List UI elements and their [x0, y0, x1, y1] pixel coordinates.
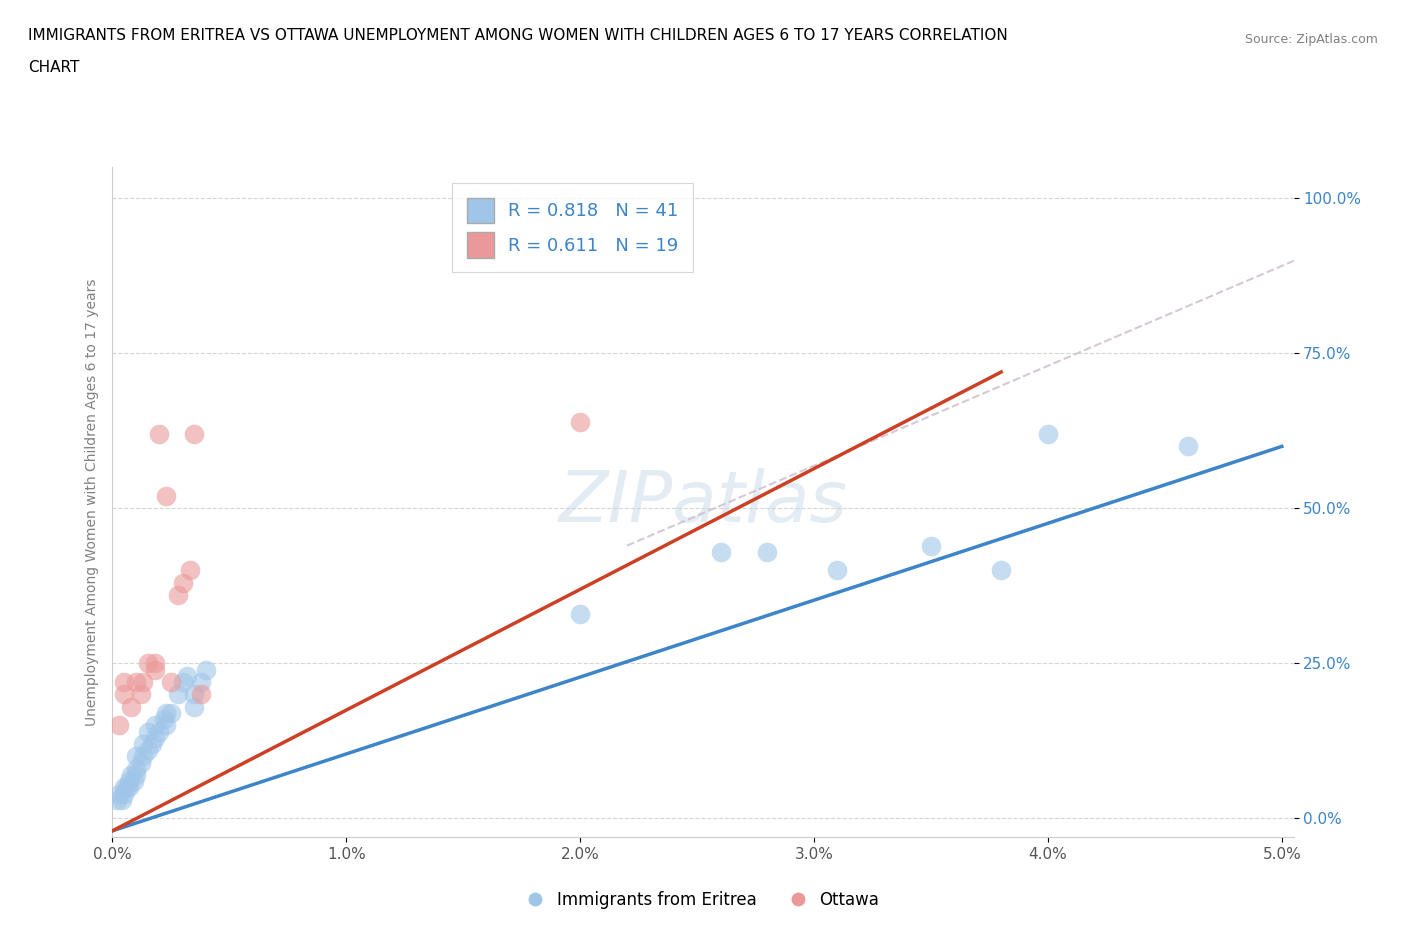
Point: [112, 780, 135, 795]
Point: [108, 718, 131, 733]
Point: [1177, 439, 1199, 454]
Point: [183, 427, 205, 442]
Point: [112, 786, 135, 801]
Point: [111, 792, 134, 807]
Point: [827, 563, 849, 578]
Point: [112, 687, 135, 702]
Point: [136, 724, 159, 739]
Point: [190, 687, 212, 702]
Point: [155, 488, 177, 503]
Legend: Immigrants from Eritrea, Ottawa: Immigrants from Eritrea, Ottawa: [520, 884, 886, 916]
Point: [132, 749, 155, 764]
Text: IMMIGRANTS FROM ERITREA VS OTTAWA UNEMPLOYMENT AMONG WOMEN WITH CHILDREN AGES 6 : IMMIGRANTS FROM ERITREA VS OTTAWA UNEMPL…: [28, 28, 1008, 43]
Point: [569, 606, 592, 621]
Point: [143, 718, 166, 733]
Point: [920, 538, 942, 553]
Point: [179, 563, 201, 578]
Point: [125, 749, 148, 764]
Point: [115, 780, 138, 795]
Text: ZIPatlas: ZIPatlas: [558, 468, 848, 537]
Point: [176, 669, 198, 684]
Point: [132, 674, 155, 689]
Point: [167, 588, 190, 603]
Point: [990, 563, 1012, 578]
Point: [195, 662, 218, 677]
Point: [122, 774, 145, 789]
Point: [569, 414, 592, 429]
Point: [129, 687, 152, 702]
Point: [709, 544, 731, 559]
Point: [143, 730, 166, 745]
Y-axis label: Unemployment Among Women with Children Ages 6 to 17 years: Unemployment Among Women with Children A…: [84, 278, 98, 726]
Point: [190, 674, 212, 689]
Point: [148, 427, 170, 442]
Point: [125, 767, 148, 782]
Point: [129, 755, 152, 770]
Point: [1036, 427, 1059, 442]
Point: [125, 674, 148, 689]
Point: [108, 786, 131, 801]
Point: [172, 674, 194, 689]
Point: [155, 718, 177, 733]
Point: [148, 724, 170, 739]
Point: [120, 767, 142, 782]
Point: [112, 674, 135, 689]
Text: CHART: CHART: [28, 60, 80, 75]
Point: [125, 762, 148, 777]
Point: [136, 656, 159, 671]
Point: [167, 687, 190, 702]
Text: Source: ZipAtlas.com: Source: ZipAtlas.com: [1244, 33, 1378, 46]
Point: [143, 656, 166, 671]
Point: [118, 780, 141, 795]
Point: [160, 674, 183, 689]
Point: [136, 743, 159, 758]
Point: [143, 662, 166, 677]
Point: [141, 737, 163, 751]
Point: [155, 706, 177, 721]
Point: [120, 699, 142, 714]
Point: [183, 687, 205, 702]
Point: [118, 774, 141, 789]
Point: [153, 711, 176, 726]
Point: [105, 792, 128, 807]
Point: [756, 544, 779, 559]
Point: [132, 737, 155, 751]
Point: [183, 699, 205, 714]
Point: [172, 576, 194, 591]
Point: [160, 706, 183, 721]
